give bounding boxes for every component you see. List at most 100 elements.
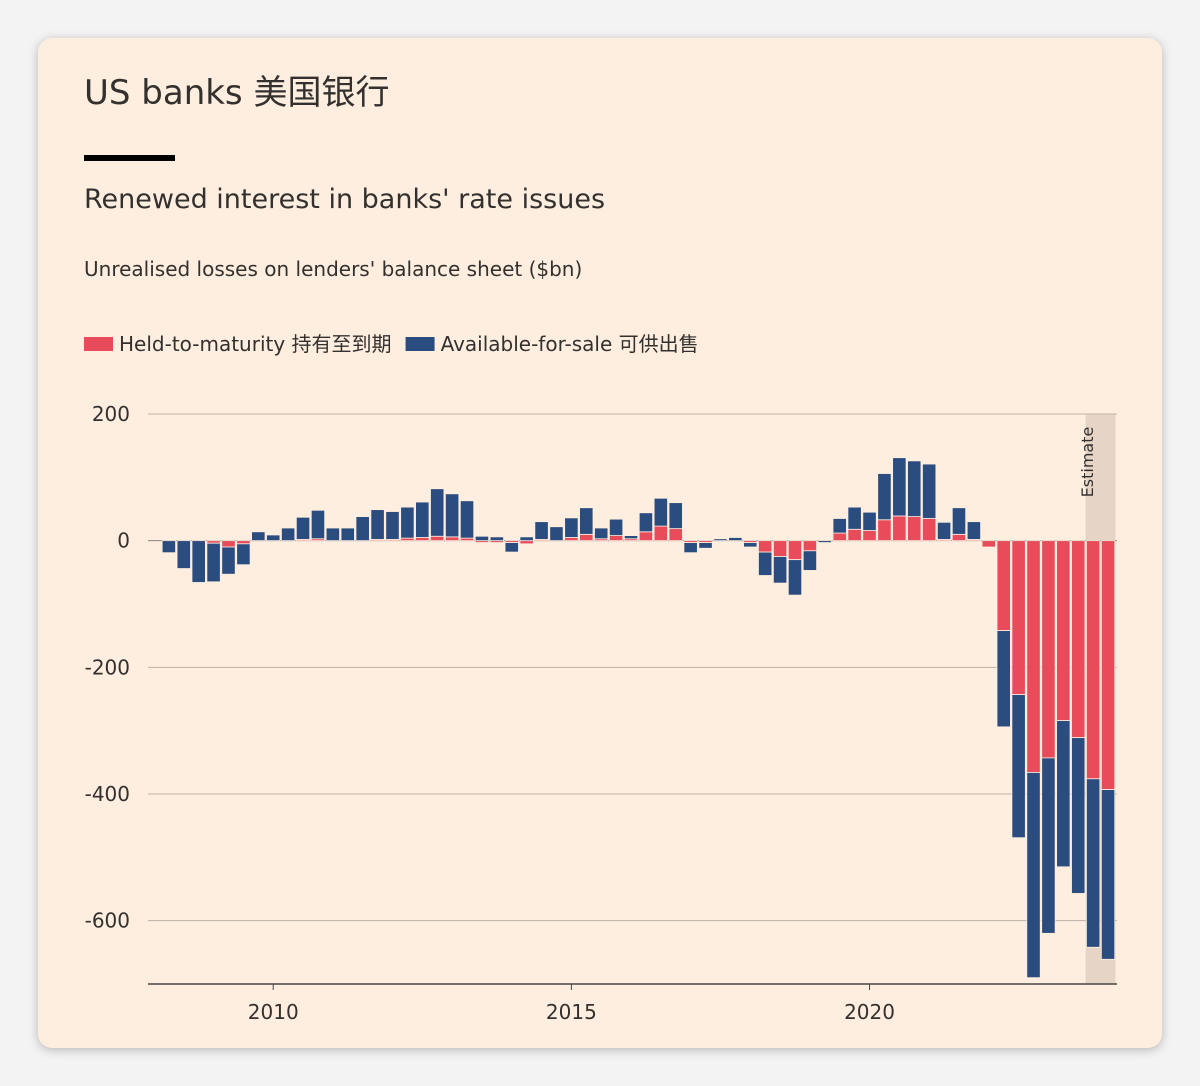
bar-segment xyxy=(758,540,773,553)
x-tick-label: 2020 xyxy=(844,1000,895,1024)
bar-segment xyxy=(728,537,743,542)
bar-segment xyxy=(519,540,534,545)
bar-segment xyxy=(862,530,877,542)
bar-segment xyxy=(847,506,862,530)
title-rule xyxy=(84,155,175,161)
bar-segment xyxy=(564,517,579,538)
chart-subtitle: Renewed interest in banks' rate issues xyxy=(84,184,605,215)
bar-segment xyxy=(549,526,564,542)
bar-segment xyxy=(445,493,460,538)
bar-segment xyxy=(251,531,266,542)
y-tick-label: 0 xyxy=(117,529,130,553)
bar-segment xyxy=(415,501,430,538)
bar-segment xyxy=(1071,540,1086,739)
bar-segment xyxy=(668,528,683,542)
bar-segment xyxy=(594,527,609,540)
legend-swatch xyxy=(405,337,435,351)
bar-segment xyxy=(787,540,803,561)
bar-segment xyxy=(281,527,296,542)
bar-segment xyxy=(1100,789,1116,960)
bar-segment xyxy=(340,527,355,542)
bar-segment xyxy=(1026,540,1041,773)
bar-segment xyxy=(996,630,1011,728)
bar-segment xyxy=(221,546,236,575)
bar-segment xyxy=(191,540,206,583)
bar-segment xyxy=(907,460,922,518)
bar-segment xyxy=(504,542,519,553)
bar-segment xyxy=(519,536,534,542)
bar-segment xyxy=(713,538,728,542)
bar-segment xyxy=(653,497,668,527)
bar-segment xyxy=(430,488,445,537)
bar-segment xyxy=(295,516,311,540)
y-tick-label: -200 xyxy=(85,655,130,679)
bar-segment xyxy=(877,519,892,542)
y-tick-label: -400 xyxy=(85,782,130,806)
bar-segment xyxy=(922,518,937,542)
bar-segment xyxy=(310,509,326,540)
bar-segment xyxy=(638,531,654,542)
bar-segment xyxy=(892,515,907,542)
bar-segment xyxy=(802,550,818,571)
bar-segment xyxy=(698,542,713,549)
bar-segment xyxy=(385,511,400,540)
bar-segment xyxy=(266,534,281,542)
bar-segment xyxy=(1086,778,1101,948)
bar-segment xyxy=(325,527,340,542)
bar-segment xyxy=(1011,540,1026,695)
legend-label: Available-for-sale 可供出售 xyxy=(441,332,699,356)
bar-segment xyxy=(1041,757,1056,934)
bar-segment xyxy=(758,551,773,576)
annotation: Estimate xyxy=(1078,427,1097,498)
y-tick-label: -600 xyxy=(85,909,130,933)
bar-segment xyxy=(1011,694,1026,839)
bar-segment xyxy=(951,507,967,535)
bar-segment xyxy=(579,533,594,542)
bar-segment xyxy=(400,506,415,539)
bar-segment xyxy=(966,521,981,540)
bar-segment xyxy=(355,516,370,542)
bar-segment xyxy=(802,540,818,552)
legend-label: Held-to-maturity 持有至到期 xyxy=(119,332,392,356)
bar-segment xyxy=(892,457,907,517)
bar-segment xyxy=(832,518,847,534)
bar-segment xyxy=(832,532,847,542)
bar-segment xyxy=(653,525,668,542)
bar-segment xyxy=(1026,772,1041,979)
bar-segment xyxy=(936,521,952,540)
chart-title: US banks 美国银行 xyxy=(84,73,389,113)
bar-segment xyxy=(683,542,698,554)
x-tick-label: 2015 xyxy=(546,1000,597,1024)
bar-segment xyxy=(1056,540,1071,721)
bar-segment xyxy=(370,509,385,540)
bar-segment xyxy=(176,540,191,569)
legend-swatch xyxy=(84,337,113,351)
bar-segment xyxy=(1041,540,1056,759)
y-axis-label: Unrealised losses on lenders' balance sh… xyxy=(84,257,582,281)
bar-segment xyxy=(1086,540,1101,780)
bar-segment xyxy=(743,542,758,548)
bar-segment xyxy=(474,535,490,542)
bar-segment xyxy=(564,537,579,542)
bar-segment xyxy=(847,528,862,542)
bar-segment xyxy=(445,536,460,542)
bar-segment xyxy=(415,537,430,542)
bar-segment xyxy=(772,540,788,557)
bar-segment xyxy=(236,540,251,545)
bar-segment xyxy=(817,540,832,543)
bar-segment xyxy=(430,535,445,542)
bar-segment xyxy=(877,473,892,521)
bar-segment xyxy=(787,559,803,596)
bar-segment xyxy=(1100,540,1116,790)
bar-segment xyxy=(608,518,624,537)
bar-segment xyxy=(1071,737,1086,894)
y-tick-label: 200 xyxy=(92,402,130,426)
bar-segment xyxy=(638,512,654,533)
bar-segment xyxy=(981,540,996,548)
bar-segment xyxy=(221,540,236,548)
bar-segment xyxy=(489,536,504,542)
bar-segment xyxy=(608,535,624,542)
bar-segment xyxy=(579,507,594,535)
